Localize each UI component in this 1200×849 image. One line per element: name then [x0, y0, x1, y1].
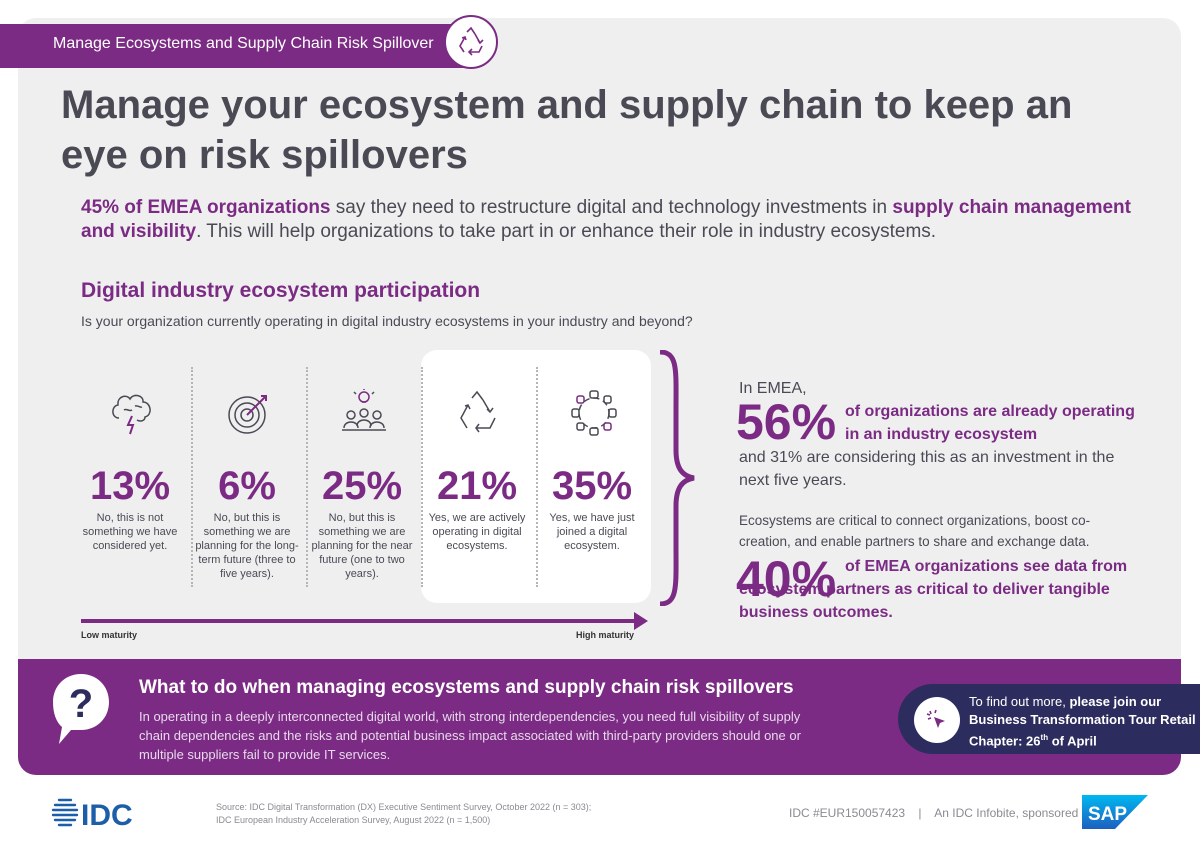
column-divider [421, 367, 423, 587]
recommendation-text: In operating in a deeply interconnected … [139, 709, 801, 762]
high-maturity-label: High maturity [576, 630, 635, 640]
cta-superscript: th [1040, 733, 1049, 742]
stat-56-text: of organizations are already operating i… [845, 403, 1135, 443]
svg-text:?: ? [69, 682, 93, 726]
answer-description: Yes, we are actively operating in digita… [428, 512, 526, 552]
answer-description: No, but this is something we are plannin… [195, 512, 299, 580]
cursor-click-icon [914, 697, 960, 743]
header-tag-bar: Manage Ecosystems and Supply Chain Risk … [0, 24, 470, 68]
answer-column-2: 6% No, but this is something we are plan… [191, 368, 303, 590]
answer-description: Yes, we have just joined a digital ecosy… [549, 512, 635, 552]
answer-description: No, but this is something we are plannin… [311, 512, 413, 580]
recommendation-title: What to do when managing ecosystems and … [139, 677, 794, 698]
answer-value: 35% [551, 464, 633, 508]
event-cta-banner[interactable]: To find out more, please join our Busine… [898, 684, 1200, 754]
stat-56-followup: and 31% are considering this as an inves… [739, 449, 1115, 489]
answer-value: 13% [89, 464, 171, 508]
footer-credit: IDC #EUR150057423 | An IDC Infobite, spo… [789, 806, 1094, 820]
header-tag: Manage Ecosystems and Supply Chain Risk … [53, 35, 434, 52]
sap-logo-text: SAP [1088, 804, 1127, 825]
column-divider [306, 367, 308, 587]
cta-lead: To find out more, [969, 694, 1070, 709]
answer-column-1: 13% No, this is not something we have co… [74, 368, 186, 590]
answer-column-3: 25% No, but this is something we are pla… [306, 368, 418, 590]
section-question: Is your organization currently operating… [81, 313, 693, 329]
intro-paragraph: 45% of EMEA organizations say they need … [81, 196, 1141, 244]
cta-bold: please join our Business Transformation … [969, 694, 1196, 749]
answer-value: 6% [218, 464, 276, 508]
source-note: Source: IDC Digital Transformation (DX) … [216, 801, 591, 827]
cta-end: of April [1048, 733, 1097, 749]
meeting-idea-icon [342, 389, 386, 431]
linked-hands-icon [571, 390, 617, 436]
answer-description: No, this is not something we have consid… [82, 512, 178, 552]
answer-column-4: 21% Yes, we are actively operating in di… [421, 368, 533, 590]
idc-logo-text: IDC [81, 799, 133, 829]
event-cta-text: To find out more, please join our Busine… [969, 693, 1199, 750]
ecosystem-context: Ecosystems are critical to connect organ… [739, 513, 1091, 549]
answer-value: 25% [321, 464, 403, 508]
answer-value: 21% [436, 464, 518, 508]
section-title: Digital industry ecosystem participation [81, 279, 481, 302]
column-divider [191, 367, 193, 587]
low-maturity-label: Low maturity [81, 630, 138, 640]
stat-40: 40% [736, 551, 837, 607]
page-title: Manage your ecosystem and supply chain t… [61, 83, 1073, 177]
sap-logo: SAP [1082, 795, 1148, 829]
intro-bold-1: 45% of EMEA organizations [81, 197, 331, 218]
sponsor-text: An IDC Infobite, sponsored by [934, 806, 1095, 820]
target-icon [228, 395, 267, 434]
source-line-2: IDC European Industry Acceleration Surve… [216, 815, 491, 825]
intro-text-1: say they need to restructure digital and… [330, 197, 893, 218]
document-id: IDC #EUR150057423 [789, 806, 906, 820]
answer-column-5: 35% Yes, we have just joined a digital e… [536, 368, 648, 590]
intro-text-2: . This will help organizations to take p… [196, 221, 937, 242]
emea-lead: In EMEA, [739, 380, 807, 397]
source-line-1: Source: IDC Digital Transformation (DX) … [216, 802, 592, 812]
column-divider [536, 367, 538, 587]
idc-logo: IDC [51, 798, 133, 829]
brain-lightning-icon [112, 394, 151, 435]
maturity-scale-line [81, 619, 636, 623]
question-bubble-icon: ? [53, 674, 109, 744]
maturity-arrow-head [634, 612, 648, 630]
right-brace [659, 350, 695, 606]
recycle-badge-icon [444, 15, 498, 69]
stat-56: 56% [736, 394, 837, 450]
recycle-icon [460, 390, 496, 433]
footer-separator: | [918, 806, 922, 820]
stat-40-text: of EMEA organizations see data from ecos… [739, 558, 1128, 621]
intro-bold-2: supply chain management and visibility [81, 197, 1131, 242]
